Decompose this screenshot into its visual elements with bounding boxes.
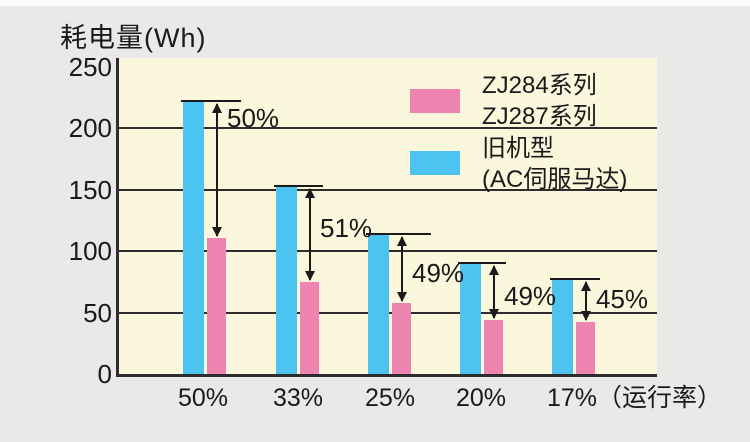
annotation-arrowhead-up-25% [397,235,407,246]
bar-old-model-50% [183,101,204,374]
x-tick-label-25%: 25% [364,384,416,412]
annotation-label-33%: 51% [320,213,373,243]
annotation-arrow-17% [585,282,587,321]
chart-title: 耗电量(Wh) [60,23,207,53]
legend-label-new-series-line1: ZJ284系列 [482,72,597,99]
x-tick-label-20%: 20% [455,384,507,412]
annotation-arrowhead-down-20% [489,308,499,319]
legend-swatch-old-model [410,151,460,175]
y-tick-label-0: 0 [97,359,112,389]
annotation-arrow-33% [309,188,311,280]
x-tick-label-50%: 50% [177,384,229,412]
y-tick-label-150: 150 [68,174,112,205]
annotation-label-25%: 49% [412,258,465,288]
annotation-topline-25% [366,232,431,235]
bar-old-model-25% [368,233,389,374]
annotation-arrowhead-up-17% [581,281,591,292]
annotation-arrow-20% [493,266,495,318]
annotation-arrow-50% [216,104,218,236]
annotation-arrowhead-up-20% [489,265,499,276]
annotation-arrow-25% [401,236,403,301]
annotation-arrowhead-up-33% [305,187,315,198]
annotation-label-17%: 45% [596,284,649,314]
gridline-200 [119,127,657,130]
x-tick-label-17%: 17% [546,384,598,412]
top-edge-strip [0,0,750,6]
bar-new-series-20% [484,319,503,374]
bar-new-series-25% [392,302,411,374]
bar-new-series-33% [300,281,319,374]
bar-new-series-50% [207,237,226,374]
y-tick-label-200: 200 [68,113,112,144]
annotation-topline-50% [181,100,241,103]
annotation-arrowhead-down-17% [581,311,591,322]
y-tick-label-50: 50 [83,297,112,328]
annotation-topline-20% [458,262,506,265]
y-tick-label-250: 250 [68,51,112,82]
annotation-topline-33% [274,184,323,187]
gridline-150 [119,188,657,191]
bar-old-model-20% [460,263,481,374]
bar-new-series-17% [576,322,595,374]
x-axis-unit-label: （运行率） [597,384,723,412]
legend-label-new-series-line2: ZJ287系列 [482,103,597,130]
annotation-arrowhead-up-50% [212,103,222,114]
annotation-label-20%: 49% [504,281,557,311]
annotation-arrowhead-down-50% [212,226,222,237]
annotation-topline-17% [550,278,600,281]
legend-label-old-model-line2: (AC伺服马达) [482,166,628,193]
plot-area: 50% 51% 49% 49% 45% [116,58,657,377]
bar-old-model-17% [552,279,573,374]
legend-swatch-new-series [410,89,460,113]
bar-old-model-33% [276,185,297,374]
y-tick-label-100: 100 [68,236,112,267]
legend-label-old-model: 旧机型 (AC伺服马达) [482,133,627,195]
annotation-arrowhead-down-25% [397,291,407,302]
annotation-arrowhead-down-33% [305,270,315,281]
legend-label-old-model-line1: 旧机型 [482,135,554,162]
annotation-label-50%: 50% [227,103,280,133]
legend-label-new-series: ZJ284系列 ZJ287系列 [482,70,597,132]
x-tick-label-33%: 33% [272,384,324,412]
